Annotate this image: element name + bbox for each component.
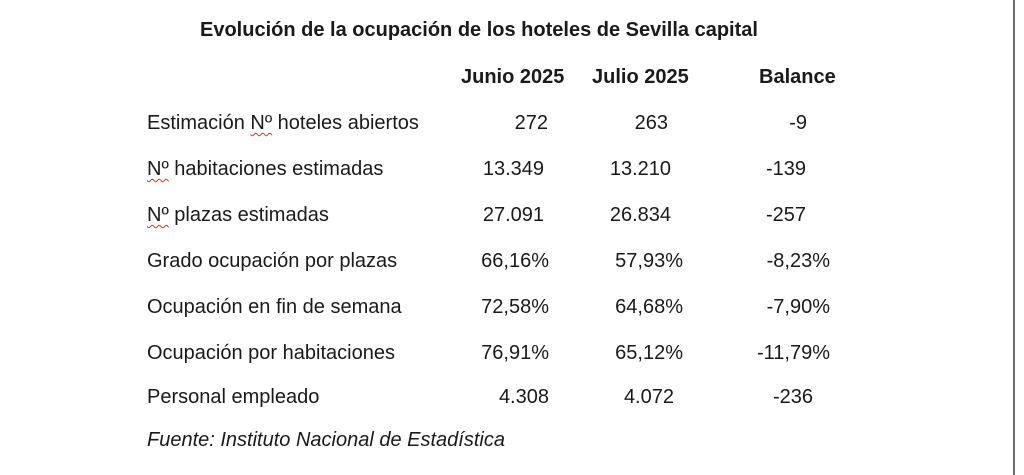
row-label: Nº plazas estimadas bbox=[147, 204, 329, 226]
junio-value: 272 bbox=[514, 112, 548, 134]
row-label: Nº habitaciones estimadas bbox=[147, 158, 384, 180]
junio-value: 76,91% bbox=[481, 342, 549, 364]
row-label: Personal empleado bbox=[147, 386, 320, 408]
junio-value: 66,16% bbox=[481, 250, 549, 272]
julio-value: 13.210 bbox=[609, 158, 671, 180]
column-header-julio: Julio 2025 bbox=[592, 66, 689, 88]
balance-value: -139 bbox=[765, 158, 806, 180]
julio-value: 4.072 bbox=[623, 386, 674, 408]
row-label: Ocupación por habitaciones bbox=[147, 342, 395, 364]
table-row: Grado ocupación por plazas 66,16% 57,93%… bbox=[0, 250, 1024, 280]
source-note: Fuente: Instituto Nacional de Estadístic… bbox=[147, 429, 505, 451]
balance-value: -11,79% bbox=[756, 342, 830, 364]
table-row: Ocupación por habitaciones 76,91% 65,12%… bbox=[0, 342, 1024, 372]
window-edge bbox=[1013, 0, 1015, 475]
table-row: Ocupación en fin de semana 72,58% 64,68%… bbox=[0, 296, 1024, 326]
table-row: Nº habitaciones estimadas 13.349 13.210 … bbox=[0, 158, 1024, 188]
julio-value: 57,93% bbox=[615, 250, 683, 272]
table-title: Evolución de la ocupación de los hoteles… bbox=[200, 19, 758, 41]
junio-value: 13.349 bbox=[482, 158, 544, 180]
julio-value: 26.834 bbox=[609, 204, 671, 226]
balance-value: -7,90% bbox=[766, 296, 830, 318]
spellcheck-mark: Nº bbox=[147, 204, 169, 226]
balance-value: -8,23% bbox=[766, 250, 830, 272]
julio-value: 65,12% bbox=[615, 342, 683, 364]
spellcheck-mark: Nº bbox=[250, 112, 273, 134]
junio-value: 4.308 bbox=[498, 386, 549, 408]
balance-value: -236 bbox=[772, 386, 813, 408]
julio-value: 64,68% bbox=[615, 296, 683, 318]
row-label: Estimación Nº hoteles abiertos bbox=[147, 112, 419, 134]
spellcheck-mark: Nº bbox=[147, 158, 169, 180]
balance-value: -9 bbox=[789, 112, 807, 134]
balance-value: -257 bbox=[765, 204, 806, 226]
junio-value: 27.091 bbox=[482, 204, 544, 226]
column-header-junio: Junio 2025 bbox=[461, 66, 565, 88]
julio-value: 263 bbox=[634, 112, 668, 134]
row-label: Ocupación en fin de semana bbox=[147, 296, 402, 318]
junio-value: 72,58% bbox=[481, 296, 549, 318]
column-header-balance: Balance bbox=[759, 66, 836, 88]
table-row: Nº plazas estimadas 27.091 26.834 -257 bbox=[0, 204, 1024, 234]
row-label: Grado ocupación por plazas bbox=[147, 250, 398, 272]
table-row: Estimación Nº hoteles abiertos 272 263 -… bbox=[0, 112, 1024, 142]
table-row: Personal empleado 4.308 4.072 -236 bbox=[0, 386, 1024, 416]
